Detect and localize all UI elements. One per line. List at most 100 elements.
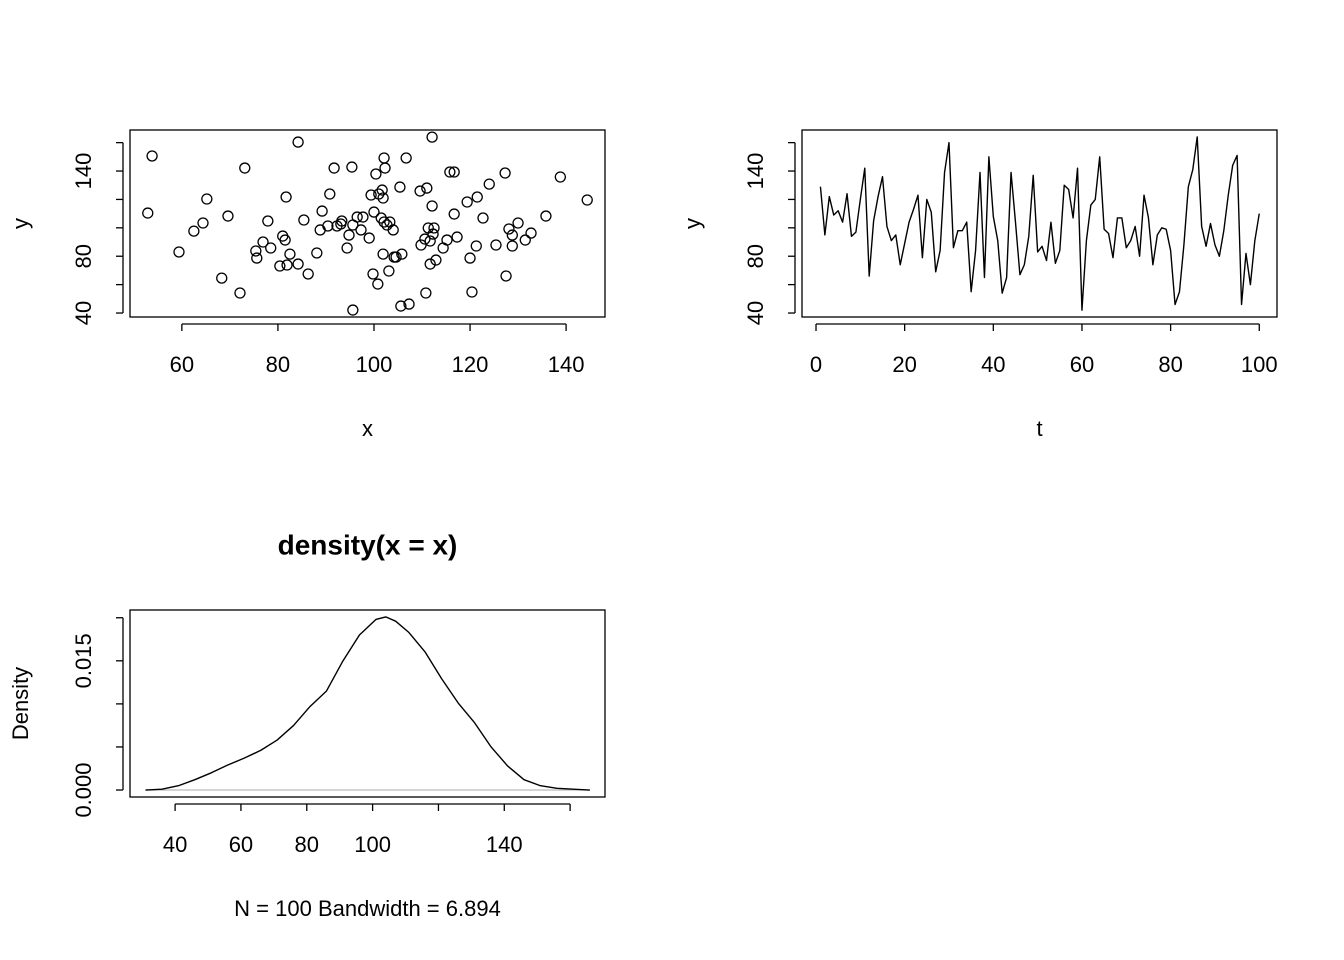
point: [251, 252, 263, 264]
x-tick-label: 100: [356, 352, 393, 377]
point: [519, 234, 531, 246]
x-tick-label: 80: [295, 832, 319, 857]
point: [376, 184, 388, 196]
x-tick-label: 140: [548, 352, 585, 377]
chart-title: density(x = x): [278, 529, 458, 560]
plot-box: [801, 129, 1278, 318]
point: [466, 286, 478, 298]
x-tick-label: 100: [354, 832, 391, 857]
x-tick-label: 60: [170, 352, 194, 377]
point: [490, 239, 502, 251]
point: [444, 166, 456, 178]
point: [383, 265, 395, 277]
point: [314, 224, 326, 236]
point: [370, 168, 382, 180]
point: [284, 248, 296, 260]
x-tick-label: 120: [452, 352, 489, 377]
point: [355, 224, 367, 236]
point: [265, 242, 277, 254]
point: [400, 152, 412, 164]
x-tick-label: 80: [266, 352, 290, 377]
point: [262, 215, 274, 227]
x-axis-label: N = 100 Bandwidth = 6.894: [234, 896, 501, 921]
point: [281, 259, 293, 271]
y-tick-label: 80: [71, 244, 96, 268]
point: [420, 287, 432, 299]
point: [506, 240, 518, 252]
point: [365, 189, 377, 201]
point: [222, 210, 234, 222]
point: [234, 287, 246, 299]
point: [216, 272, 228, 284]
line: [819, 136, 1260, 311]
point: [581, 194, 593, 206]
y-tick-label: 80: [743, 244, 768, 268]
point: [378, 216, 390, 228]
point: [346, 161, 358, 173]
point: [448, 208, 460, 220]
point: [428, 222, 440, 234]
point: [250, 245, 262, 257]
point: [451, 231, 463, 243]
point: [395, 300, 407, 312]
point: [424, 258, 436, 270]
point: [274, 260, 286, 272]
point: [173, 246, 185, 258]
y-tick-label: 40: [71, 301, 96, 325]
point: [427, 228, 439, 240]
x-axis-label: t: [1036, 416, 1042, 441]
point: [390, 251, 402, 263]
x-axis-label: x: [362, 416, 373, 441]
point: [554, 171, 566, 183]
point: [396, 248, 408, 260]
x-tick-label: 140: [486, 832, 523, 857]
point: [298, 214, 310, 226]
point: [503, 223, 515, 235]
point: [379, 162, 391, 174]
point: [197, 217, 209, 229]
y-tick-label: 0.015: [71, 633, 96, 688]
point: [471, 191, 483, 203]
point: [142, 207, 154, 219]
point: [430, 254, 442, 266]
point: [378, 152, 390, 164]
point: [363, 232, 375, 244]
y-tick-label: 40: [743, 301, 768, 325]
x-tick-label: 0: [810, 352, 822, 377]
point: [499, 167, 511, 179]
point: [368, 206, 380, 218]
point: [448, 166, 460, 178]
point: [500, 270, 512, 282]
point: [525, 227, 537, 239]
point: [201, 193, 213, 205]
point: [403, 298, 415, 310]
point: [414, 185, 426, 197]
point: [302, 268, 314, 280]
point: [477, 212, 489, 224]
point: [188, 225, 200, 237]
x-tick-label: 20: [892, 352, 916, 377]
point: [372, 278, 384, 290]
x-tick-label: 100: [1241, 352, 1278, 377]
point: [316, 205, 328, 217]
point: [279, 234, 291, 246]
point: [426, 200, 438, 212]
point: [239, 162, 251, 174]
point: [367, 268, 379, 280]
point: [464, 252, 476, 264]
point: [280, 191, 292, 203]
plot-box: [129, 129, 606, 318]
point: [377, 192, 389, 204]
point: [341, 242, 353, 254]
x-tick-label: 40: [981, 352, 1005, 377]
y-axis-label: y: [680, 218, 705, 229]
line: [145, 616, 590, 791]
point: [483, 178, 495, 190]
point: [357, 211, 369, 223]
point: [292, 258, 304, 270]
x-tick-label: 40: [163, 832, 187, 857]
y-tick-label: 140: [743, 153, 768, 190]
point: [424, 235, 436, 247]
point: [381, 219, 393, 231]
